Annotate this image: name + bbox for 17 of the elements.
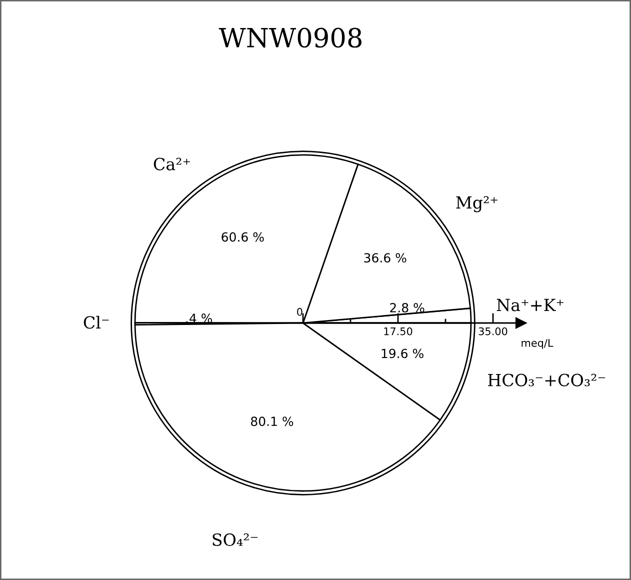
data-label: 2.8 %: [390, 302, 424, 312]
data-label: 80.1 %: [251, 416, 294, 426]
slice-label: Cl⁻: [84, 316, 109, 329]
text: 17.50: [384, 327, 412, 336]
data-label: 19.6 %: [382, 348, 424, 358]
text: 35.00: [478, 327, 508, 336]
data-label: 36.6 %: [364, 253, 406, 263]
text: meq/L: [522, 339, 554, 349]
slice-label: Mg²⁺: [456, 196, 498, 212]
slice-label: Ca²⁺: [154, 158, 190, 170]
slice-label: SO₄²⁻: [212, 533, 258, 546]
text: 0: [297, 308, 302, 316]
chart-title: WNW0908: [218, 28, 362, 48]
data-label: .4 %: [186, 314, 212, 323]
slice-label: Na⁺+K⁺: [496, 298, 564, 312]
slice-label: HCO₃⁻+CO₃²⁻: [488, 374, 605, 386]
data-label: 60.6 %: [222, 232, 264, 242]
